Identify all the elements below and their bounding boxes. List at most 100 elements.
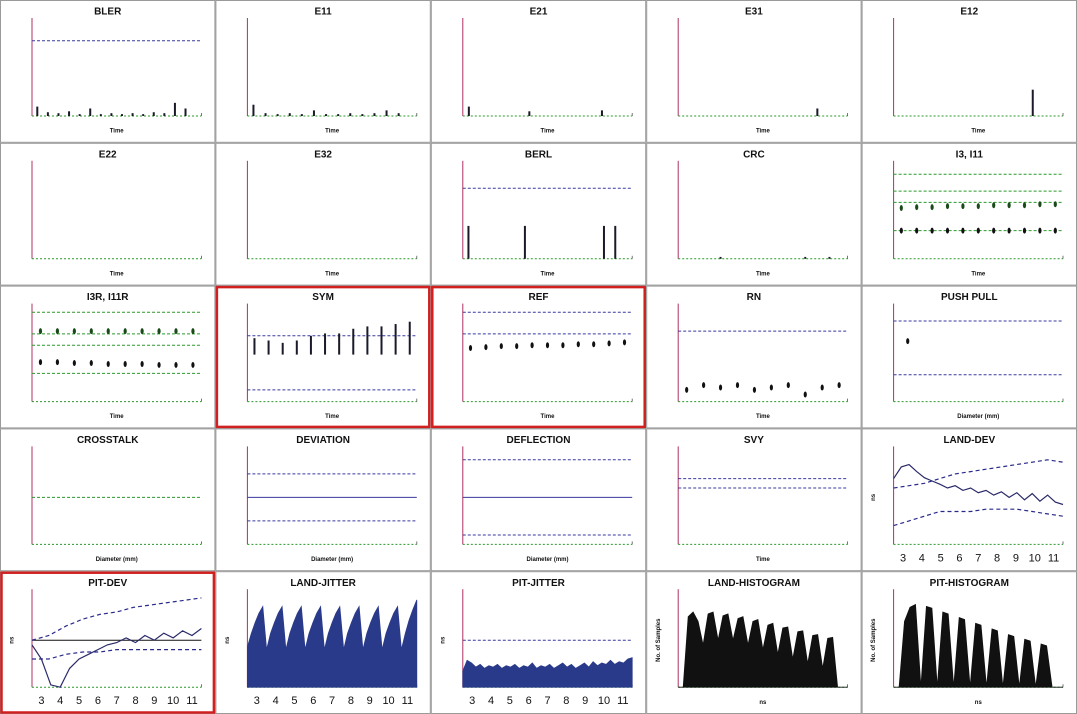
bar <box>36 106 39 116</box>
bar <box>312 110 315 116</box>
x-tick-label: 11 <box>402 695 413 707</box>
x-tick-label: 11 <box>617 695 628 707</box>
chart-panel: E31 Time <box>646 0 862 143</box>
x-axis-label: Time <box>971 129 986 135</box>
x-axis-label: Time <box>541 414 556 420</box>
x-axis-label: Time <box>971 271 986 277</box>
chart-title: BLER <box>94 7 122 18</box>
dot <box>1053 227 1057 234</box>
dot <box>915 204 919 211</box>
panel-border <box>861 571 1077 714</box>
bar <box>264 113 267 116</box>
dot <box>72 328 76 335</box>
area-series <box>246 599 418 688</box>
chart-panel: PIT-JITTER ns 3 4 5 6 7 8 9 10 11 <box>430 571 647 714</box>
panel-border <box>0 285 216 429</box>
bar <box>89 108 92 116</box>
dot <box>499 343 503 350</box>
x-axis-label: Time <box>756 414 771 420</box>
panel-border <box>430 142 647 286</box>
area-series <box>893 603 1063 688</box>
dot <box>930 204 934 211</box>
dot <box>1053 201 1057 208</box>
dot <box>945 227 950 234</box>
x-tick-label: 9 <box>1013 552 1019 564</box>
chart-title: E11 <box>314 7 332 18</box>
dot <box>106 328 110 335</box>
dot <box>906 338 910 345</box>
bar <box>828 256 831 259</box>
dot <box>899 205 903 212</box>
x-tick-label: 5 <box>291 695 297 707</box>
x-axis-label: Time <box>110 271 125 277</box>
dot <box>945 203 950 210</box>
chart-title: PUSH PULL <box>941 292 998 303</box>
x-axis-label: ns <box>975 700 983 706</box>
bar <box>110 113 113 116</box>
bar <box>57 113 60 116</box>
dot <box>530 342 534 349</box>
chart-panel: E32 Time <box>215 142 431 286</box>
bar <box>1031 89 1034 116</box>
x-tick-label: 3 <box>254 695 260 707</box>
x-axis-label: Time <box>756 557 771 563</box>
dot <box>786 382 790 389</box>
chart-title: E31 <box>745 7 763 18</box>
y-axis-label: No. of Samples <box>656 618 662 662</box>
dot <box>191 328 195 335</box>
bar <box>325 114 328 116</box>
dot <box>468 345 473 352</box>
highlight-border <box>0 571 216 714</box>
dot <box>191 361 195 368</box>
chart-panel: E21 Time <box>430 0 647 143</box>
bar <box>120 114 123 116</box>
panel-border <box>215 428 431 572</box>
chart-panel: LAND-JITTER ns 3 4 5 6 7 8 9 10 11 <box>215 571 431 714</box>
panel-border <box>861 285 1077 429</box>
panel-border <box>430 285 647 429</box>
panel-border <box>0 571 216 714</box>
dot <box>607 340 611 347</box>
panel-border <box>215 0 431 143</box>
dot <box>140 361 144 367</box>
x-tick-label: 11 <box>186 695 197 707</box>
dot <box>1022 227 1027 234</box>
line-series <box>31 597 202 641</box>
panel-border <box>215 285 431 429</box>
chart-panel: CRC Time <box>646 142 862 286</box>
bar <box>142 114 145 116</box>
chart-title: I3R, I11R <box>87 292 129 303</box>
y-axis-label: ns <box>440 636 446 644</box>
dot <box>38 359 43 366</box>
x-tick-label: 3 <box>900 552 906 564</box>
panel-border <box>0 142 216 286</box>
dot <box>140 328 144 335</box>
dot <box>1007 227 1011 234</box>
chart-title: DEVIATION <box>296 435 350 446</box>
dot <box>837 382 841 389</box>
x-axis-label: Diameter (mm) <box>96 557 138 563</box>
dot <box>157 361 161 368</box>
bar <box>99 114 102 116</box>
dot <box>735 382 740 389</box>
dot <box>976 203 980 210</box>
bar <box>361 114 364 116</box>
dot <box>72 360 76 367</box>
dot <box>718 384 723 391</box>
bar <box>253 338 256 355</box>
chart-panel: E12 Time <box>861 0 1077 143</box>
dot <box>976 227 980 234</box>
x-tick-label: 8 <box>563 695 569 707</box>
x-tick-label: 10 <box>167 695 179 707</box>
chart-panel: DEFLECTION Diameter (mm) <box>430 428 647 572</box>
x-axis-label: Diameter (mm) <box>957 414 999 420</box>
x-axis-label: Time <box>110 129 125 135</box>
dot <box>899 227 903 234</box>
dot <box>752 386 757 393</box>
chart-title: LAND-HISTOGRAM <box>708 578 800 589</box>
bar <box>152 112 155 116</box>
bar <box>394 324 397 355</box>
chart-title: E12 <box>960 7 978 18</box>
bar <box>600 110 603 116</box>
